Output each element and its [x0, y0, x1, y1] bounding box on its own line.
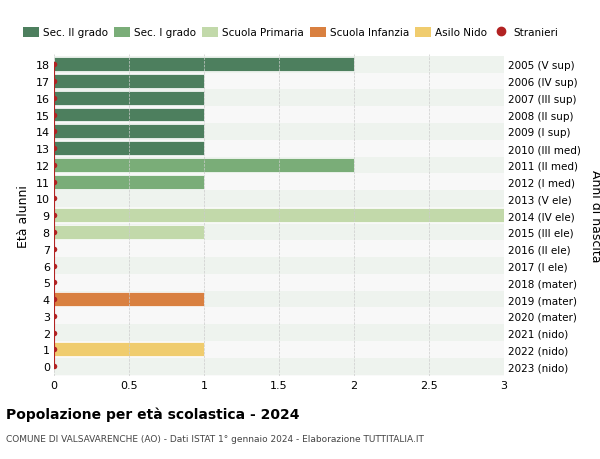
Text: COMUNE DI VALSAVARENCHE (AO) - Dati ISTAT 1° gennaio 2024 - Elaborazione TUTTITA: COMUNE DI VALSAVARENCHE (AO) - Dati ISTA… — [6, 434, 424, 443]
Bar — [54, 123, 504, 140]
Bar — [54, 308, 504, 325]
Point — [49, 212, 59, 219]
Point — [49, 179, 59, 186]
Bar — [54, 274, 504, 291]
Point — [49, 95, 59, 102]
Y-axis label: Età alunni: Età alunni — [17, 185, 30, 247]
Bar — [54, 291, 504, 308]
Bar — [54, 292, 204, 306]
Bar — [54, 75, 204, 89]
Bar — [54, 92, 204, 106]
Bar — [54, 325, 504, 341]
Point — [49, 296, 59, 303]
Point — [49, 346, 59, 353]
Point — [49, 112, 59, 119]
Legend: Sec. II grado, Sec. I grado, Scuola Primaria, Scuola Infanzia, Asilo Nido, Stran: Sec. II grado, Sec. I grado, Scuola Prim… — [23, 28, 558, 39]
Point — [49, 329, 59, 336]
Point — [49, 145, 59, 152]
Bar — [54, 257, 504, 274]
Bar — [54, 241, 504, 257]
Bar — [54, 224, 504, 241]
Bar — [54, 226, 204, 239]
Bar — [54, 107, 504, 123]
Bar — [54, 159, 354, 173]
Bar — [54, 190, 504, 207]
Bar — [54, 58, 354, 72]
Point — [49, 313, 59, 320]
Bar — [54, 142, 204, 156]
Bar — [54, 175, 204, 189]
Point — [49, 162, 59, 169]
Bar — [54, 125, 204, 139]
Y-axis label: Anni di nascita: Anni di nascita — [589, 169, 600, 262]
Point — [49, 262, 59, 269]
Point — [49, 279, 59, 286]
Bar — [54, 343, 204, 357]
Bar — [54, 209, 504, 223]
Bar — [54, 174, 504, 190]
Bar — [54, 358, 504, 375]
Point — [49, 196, 59, 203]
Text: Popolazione per età scolastica - 2024: Popolazione per età scolastica - 2024 — [6, 406, 299, 421]
Bar — [54, 157, 504, 174]
Bar — [54, 108, 204, 122]
Bar — [54, 207, 504, 224]
Bar — [54, 90, 504, 107]
Bar — [54, 73, 504, 90]
Point — [49, 363, 59, 370]
Bar — [54, 140, 504, 157]
Point — [49, 62, 59, 69]
Bar — [54, 341, 504, 358]
Point — [49, 129, 59, 136]
Point — [49, 78, 59, 85]
Point — [49, 246, 59, 253]
Bar — [54, 57, 504, 73]
Point — [49, 229, 59, 236]
